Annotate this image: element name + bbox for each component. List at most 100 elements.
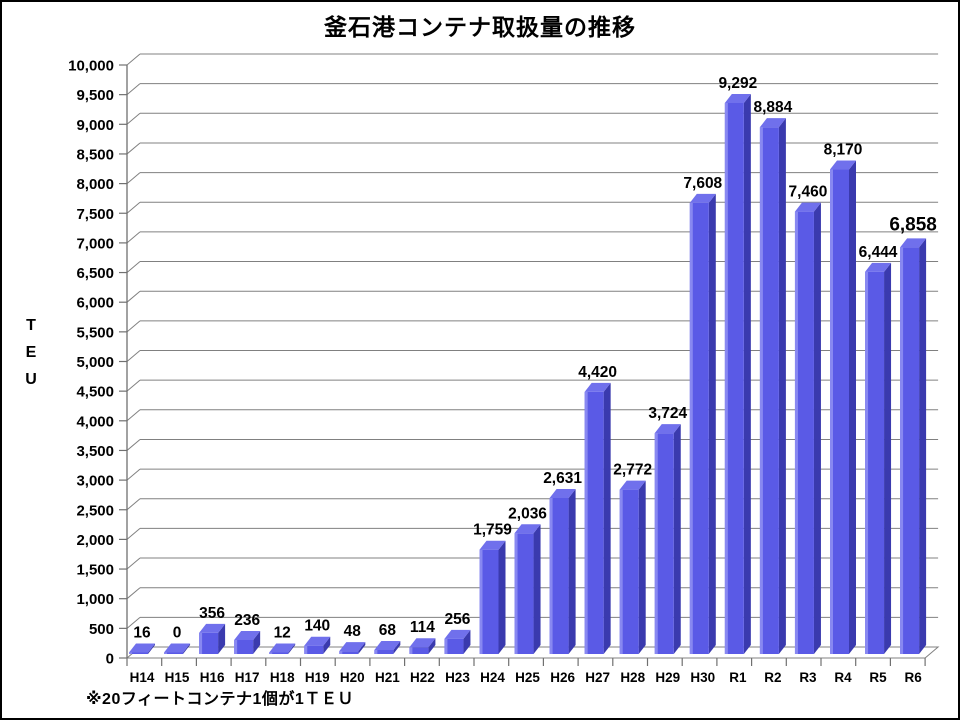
value-label-H24: 1,759 bbox=[473, 522, 512, 539]
bar-side-H20 bbox=[358, 642, 366, 654]
bar-top-R4 bbox=[830, 160, 856, 170]
bar-highlight-R2 bbox=[759, 127, 763, 654]
x-label-R6: R6 bbox=[904, 670, 922, 685]
bar-R1 bbox=[724, 102, 744, 655]
y-tick-label: 6,500 bbox=[76, 265, 114, 282]
bar-top-H27 bbox=[584, 382, 611, 392]
value-label-H21: 68 bbox=[379, 622, 397, 639]
bar-top-R2 bbox=[759, 118, 786, 128]
value-label-H14: 16 bbox=[133, 625, 151, 642]
y-tick-label: 3,500 bbox=[76, 443, 114, 460]
gridline-diagonal bbox=[126, 379, 141, 392]
gridline-diagonal bbox=[126, 439, 141, 451]
bar-top-H26 bbox=[549, 488, 576, 498]
bar-top-H23 bbox=[444, 629, 471, 639]
bar-highlight-H14 bbox=[129, 652, 132, 654]
value-label-H16: 356 bbox=[199, 605, 225, 622]
bar-side-H16 bbox=[218, 623, 226, 654]
bar-side-H30 bbox=[708, 193, 716, 655]
x-label-H23: H23 bbox=[445, 670, 470, 685]
gridline-diagonal bbox=[126, 172, 141, 184]
bar-H30 bbox=[689, 202, 709, 655]
bar-side-R5 bbox=[884, 262, 892, 654]
x-label-R2: R2 bbox=[764, 670, 781, 685]
bar-top-H28 bbox=[619, 480, 646, 490]
value-label-R3: 7,460 bbox=[789, 184, 828, 201]
y-axis-title-letter: E bbox=[25, 344, 37, 361]
gridline-diagonal bbox=[126, 409, 141, 422]
bar-highlight-H16 bbox=[199, 632, 203, 654]
value-label-R6: 6,858 bbox=[889, 214, 937, 235]
x-label-H18: H18 bbox=[270, 670, 295, 685]
bar-side-H14 bbox=[148, 643, 155, 654]
gridline-diagonal bbox=[126, 557, 141, 570]
bar-side-R4 bbox=[849, 160, 856, 655]
y-tick-label: 2,000 bbox=[76, 532, 114, 549]
bar-side-H18 bbox=[288, 643, 296, 654]
gridline-diagonal bbox=[126, 112, 141, 125]
value-label-H15: 0 bbox=[173, 625, 182, 642]
bar-R4 bbox=[830, 169, 849, 655]
bar-top-H20 bbox=[339, 642, 366, 652]
bar-highlight-H17 bbox=[234, 640, 238, 654]
bar-top-H16 bbox=[199, 623, 226, 633]
bar-top-R1 bbox=[724, 93, 751, 103]
value-label-H23: 256 bbox=[445, 611, 471, 628]
bar-side-R6 bbox=[919, 238, 927, 654]
bar-highlight-H20 bbox=[339, 651, 343, 654]
y-tick-label: 4,000 bbox=[76, 413, 114, 430]
bar-H16 bbox=[199, 632, 219, 654]
bar-side-H21 bbox=[393, 640, 401, 654]
bar-H19 bbox=[304, 645, 324, 654]
bar-side-H29 bbox=[673, 424, 681, 654]
bar-R2 bbox=[759, 127, 779, 654]
bar-highlight-H24 bbox=[479, 549, 483, 654]
bar-R6 bbox=[900, 247, 920, 654]
bar-side-R2 bbox=[778, 118, 786, 654]
y-tick-label: 9,500 bbox=[76, 87, 114, 104]
y-tick-label: 8,000 bbox=[76, 176, 114, 193]
bar-H14 bbox=[129, 652, 148, 654]
bar-side-H25 bbox=[533, 524, 541, 654]
x-label-H19: H19 bbox=[305, 670, 330, 685]
x-label-H15: H15 bbox=[165, 670, 190, 685]
x-label-H17: H17 bbox=[235, 670, 260, 685]
bar-H21 bbox=[374, 649, 394, 654]
bar-H15 bbox=[164, 652, 184, 654]
value-label-H22: 114 bbox=[410, 619, 435, 636]
bar-H29 bbox=[654, 433, 674, 654]
bar-side-H15 bbox=[183, 643, 191, 654]
bar-H23 bbox=[444, 638, 464, 654]
x-label-R5: R5 bbox=[869, 670, 887, 685]
value-label-H25: 2,036 bbox=[508, 505, 547, 522]
y-tick-label: 3,000 bbox=[76, 473, 114, 490]
bar-side-H27 bbox=[603, 382, 611, 654]
bar-top-R5 bbox=[865, 262, 892, 272]
bar-H28 bbox=[619, 489, 639, 654]
gridline-diagonal bbox=[126, 587, 141, 600]
x-label-H16: H16 bbox=[200, 670, 225, 685]
bar-H18 bbox=[269, 652, 289, 654]
bar-top-H25 bbox=[514, 524, 541, 534]
bar-H24 bbox=[479, 549, 499, 654]
gridline-diagonal bbox=[126, 468, 141, 481]
bar-highlight-R6 bbox=[900, 247, 904, 654]
bar-R3 bbox=[794, 211, 814, 654]
bar-H27 bbox=[584, 391, 604, 654]
bar-H25 bbox=[514, 533, 534, 654]
value-label-H27: 4,420 bbox=[578, 364, 617, 381]
bar-R5 bbox=[865, 271, 885, 654]
bar-top-H14 bbox=[129, 643, 155, 653]
bar-highlight-H26 bbox=[549, 497, 553, 654]
bar-top-H30 bbox=[689, 193, 716, 203]
value-label-H19: 140 bbox=[304, 618, 330, 635]
x-label-H21: H21 bbox=[375, 670, 400, 685]
value-label-H29: 3,724 bbox=[648, 405, 687, 422]
y-tick-label: 5,000 bbox=[76, 354, 114, 371]
value-label-H20: 48 bbox=[344, 623, 362, 640]
bar-highlight-H18 bbox=[269, 652, 273, 654]
gridline-diagonal bbox=[126, 320, 141, 333]
y-tick-label: 1,500 bbox=[76, 562, 114, 579]
